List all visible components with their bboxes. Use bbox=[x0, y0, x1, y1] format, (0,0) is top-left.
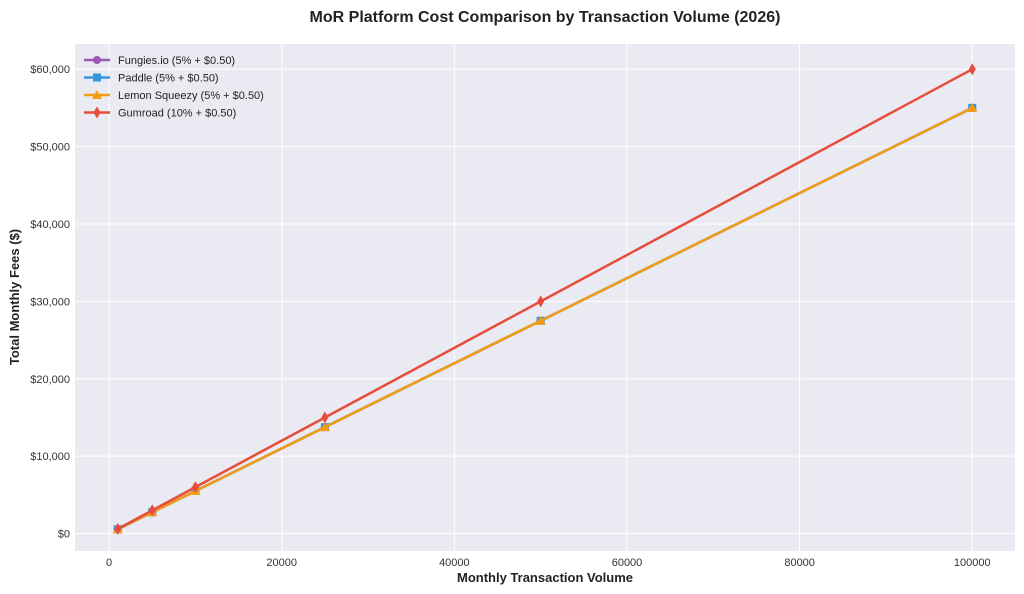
y-axis-ticks: $0 $10,000 $20,000 $30,000 $40,000 $50,000 $60… bbox=[30, 64, 70, 540]
legend-item-paddle: Paddle (5% + $0.50) bbox=[84, 73, 219, 85]
x-tick-label: 100000 bbox=[954, 557, 991, 569]
data-point-gumroad bbox=[537, 295, 545, 308]
data-point-lemon bbox=[535, 315, 546, 325]
legend-item-fungiesio: Fungies.io (5% + $0.50) bbox=[84, 55, 235, 67]
x-tick-label: 20000 bbox=[266, 557, 297, 569]
legend-marker bbox=[93, 56, 101, 64]
x-axis-ticks: 0 20000 40000 60000 80000 100000 bbox=[106, 557, 991, 569]
legend-label: Gumroad (10% + $0.50) bbox=[118, 108, 236, 120]
x-tick-label: 0 bbox=[106, 557, 112, 569]
data-point-gumroad bbox=[968, 63, 976, 76]
grid bbox=[75, 44, 1015, 551]
data-point-gumroad bbox=[148, 504, 156, 517]
y-tick-label: $10,000 bbox=[30, 451, 70, 463]
legend-label: Fungies.io (5% + $0.50) bbox=[118, 55, 235, 67]
y-tick-label: $30,000 bbox=[30, 296, 70, 308]
y-tick-label: $40,000 bbox=[30, 219, 70, 231]
legend-marker bbox=[93, 73, 101, 82]
series-line-lemon bbox=[117, 106, 973, 531]
data-point-lemon bbox=[967, 102, 978, 112]
x-tick-label: 80000 bbox=[784, 557, 815, 569]
series-gumroad bbox=[114, 63, 976, 535]
x-axis-label: Monthly Transaction Volume bbox=[457, 570, 633, 585]
chart-title: MoR Platform Cost Comparison by Transact… bbox=[310, 9, 781, 26]
y-tick-label: $50,000 bbox=[30, 142, 70, 154]
legend: Fungies.io (5% + $0.50) Paddle (5% + $0.5… bbox=[84, 55, 264, 120]
data-point-gumroad bbox=[114, 522, 122, 535]
legend-marker bbox=[93, 106, 101, 119]
data-point-lemon bbox=[319, 422, 330, 432]
y-axis-label: Total Monthly Fees ($) bbox=[7, 229, 22, 365]
series-line-gumroad bbox=[117, 68, 973, 531]
x-tick-label: 60000 bbox=[612, 557, 643, 569]
legend-marker bbox=[92, 90, 102, 99]
y-tick-label: $60,000 bbox=[30, 64, 70, 76]
legend-label: Lemon Squeezy (5% + $0.50) bbox=[118, 90, 264, 102]
data-point-gumroad bbox=[321, 411, 329, 424]
legend-item-gumroad: Gumroad (10% + $0.50) bbox=[84, 106, 236, 120]
series-group bbox=[112, 63, 978, 535]
y-tick-label: $20,000 bbox=[30, 374, 70, 386]
data-point-gumroad bbox=[191, 481, 199, 494]
x-tick-label: 40000 bbox=[439, 557, 470, 569]
legend-label: Paddle (5% + $0.50) bbox=[118, 73, 219, 85]
legend-item-lemon: Lemon Squeezy (5% + $0.50) bbox=[84, 90, 264, 102]
y-tick-label: $0 bbox=[58, 529, 70, 541]
